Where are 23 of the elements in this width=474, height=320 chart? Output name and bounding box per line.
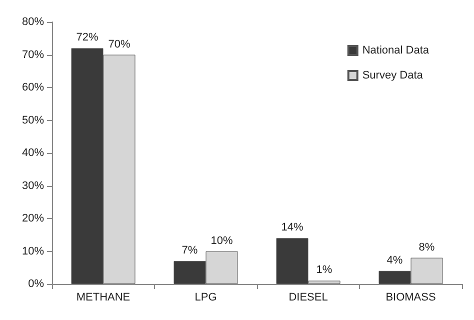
data-label: 8%	[418, 241, 435, 254]
legend-label: Survey Data	[362, 70, 424, 82]
x-tick-label: DIESEL	[288, 292, 328, 304]
x-tick-label: LPG	[194, 292, 217, 304]
x-tick-label: BIOMASS	[386, 292, 436, 304]
y-tick-label: 70%	[22, 48, 44, 61]
data-label: 7%	[182, 244, 198, 257]
data-label: 14%	[281, 222, 304, 234]
legend-label: National Data	[362, 44, 430, 56]
data-label: 72%	[76, 32, 98, 44]
y-tick-label: 50%	[22, 114, 44, 126]
y-tick-label: 40%	[22, 147, 44, 159]
data-label: 4%	[386, 254, 403, 266]
data-label: 1%	[316, 264, 332, 276]
y-tick-label: 0%	[28, 278, 44, 290]
y-tick-label: 10%	[22, 245, 44, 258]
y-tick-label: 80%	[22, 16, 44, 28]
x-tick-label: METHANE	[76, 292, 130, 304]
data-label: 70%	[108, 38, 130, 50]
y-tick-label: 20%	[22, 212, 44, 224]
data-label: 10%	[210, 234, 233, 247]
y-tick-label: 30%	[22, 180, 44, 192]
y-tick-label: 60%	[22, 82, 44, 94]
